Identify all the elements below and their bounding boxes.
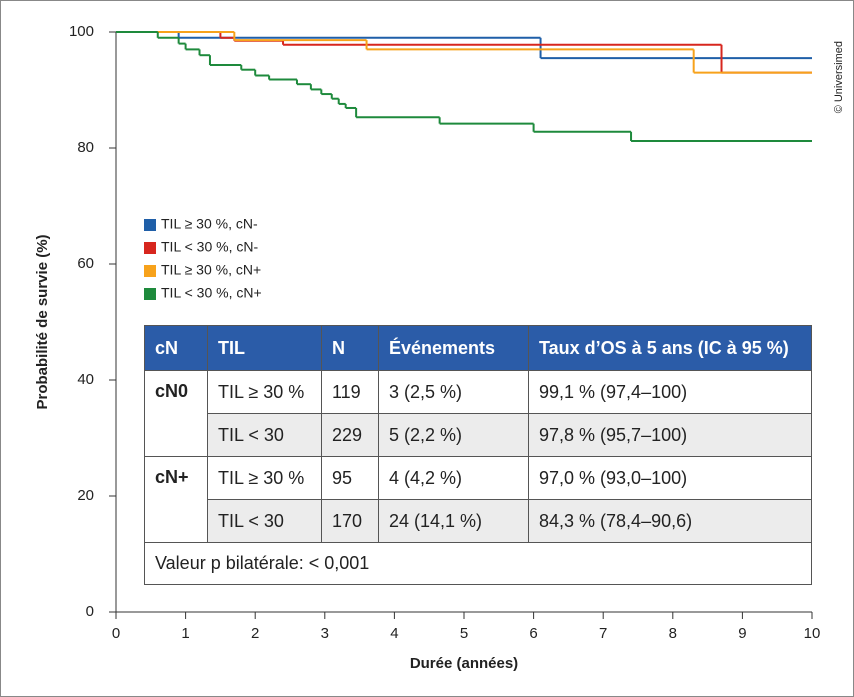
x-tick-label: 3: [321, 625, 329, 642]
x-tick-label: 7: [599, 625, 607, 642]
row: cN+ TIL ≥ 30 % 95 4 (4,2 %) 97,0 % (93,0…: [144, 456, 812, 543]
group-label: cN+: [144, 456, 208, 543]
cell: 119: [321, 370, 379, 414]
cell: 3 (2,5 %): [378, 370, 529, 414]
header-cell: Taux d’OS à 5 ans (IC à 95 %): [528, 325, 812, 371]
footer-row: Valeur p bilatérale: < 0,001: [144, 542, 812, 585]
row: TIL < 30 170 24 (14,1 %) 84,3 % (78,4–90…: [145, 499, 812, 543]
header-cell: Événements: [378, 325, 529, 371]
header-cell: cN: [144, 325, 208, 371]
legend-label: TIL ≥ 30 %, cN+: [161, 262, 261, 278]
group-label: cN0: [144, 370, 208, 457]
header-cell: TIL: [207, 325, 322, 371]
legend-label: TIL < 30 %, cN-: [161, 239, 258, 255]
legend-swatch: [144, 265, 156, 277]
cell: 97,8 % (95,7–100): [528, 413, 812, 457]
x-tick-label: 2: [251, 625, 259, 642]
cell: 229: [321, 413, 379, 457]
y-axis-label: Probabilité de survie (%): [34, 234, 51, 409]
cell: 84,3 % (78,4–90,6): [528, 499, 812, 543]
header-cell: N: [321, 325, 379, 371]
row: cN0 TIL ≥ 30 % 119 3 (2,5 %) 99,1 % (97,…: [144, 370, 812, 457]
header-row: cN TIL N Événements Taux d’OS à 5 ans (I…: [144, 325, 812, 371]
legend-swatch: [144, 219, 156, 231]
x-tick-label: 10: [804, 625, 821, 642]
cell: 99,1 % (97,4–100): [528, 370, 812, 414]
y-tick-label: 100: [69, 23, 94, 40]
x-tick-label: 1: [181, 625, 189, 642]
cell: TIL < 30: [207, 413, 322, 457]
y-tick-label: 80: [77, 139, 94, 156]
cell: 5 (2,2 %): [378, 413, 529, 457]
x-axis-label: Durée (années): [410, 655, 518, 672]
y-tick-label: 60: [77, 255, 94, 272]
legend-label: TIL ≥ 30 %, cN-: [161, 216, 258, 232]
results-table: cN TIL N Événements Taux d’OS à 5 ans (I…: [144, 325, 812, 585]
legend-swatch: [144, 242, 156, 254]
x-tick-label: 5: [460, 625, 468, 642]
cell: 24 (14,1 %): [378, 499, 529, 543]
cell: 4 (4,2 %): [378, 456, 529, 500]
row: TIL < 30 229 5 (2,2 %) 97,8 % (95,7–100): [145, 413, 812, 457]
x-tick-label: 4: [390, 625, 398, 642]
legend-label: TIL < 30 %, cN+: [161, 285, 262, 301]
credit: © Universimed: [833, 41, 845, 113]
footer: Valeur p bilatérale: < 0,001: [144, 542, 812, 585]
y-tick-label: 0: [86, 603, 94, 620]
x-tick-label: 8: [669, 625, 677, 642]
cell: TIL ≥ 30 %: [207, 456, 322, 500]
cell: 97,0 % (93,0–100): [528, 456, 812, 500]
x-tick-label: 6: [529, 625, 537, 642]
cell: TIL < 30: [207, 499, 322, 543]
y-tick-label: 40: [77, 371, 94, 388]
cell: TIL ≥ 30 %: [207, 370, 322, 414]
cell: 95: [321, 456, 379, 500]
y-tick-label: 20: [77, 487, 94, 504]
cell: 170: [321, 499, 379, 543]
legend-swatch: [144, 288, 156, 300]
x-tick-label: 0: [112, 625, 120, 642]
x-tick-label: 9: [738, 625, 746, 642]
